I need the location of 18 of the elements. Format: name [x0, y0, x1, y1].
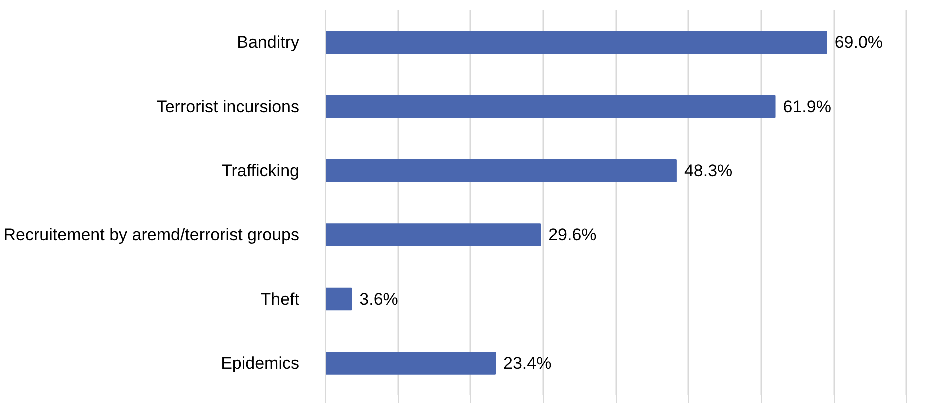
data-label: 61.9%: [783, 97, 832, 116]
y-tick-label: Recruitement by aremd/terrorist groups: [4, 226, 300, 245]
bar: [326, 288, 352, 311]
bar: [326, 31, 828, 54]
data-label: 69.0%: [834, 33, 884, 52]
y-tick-label: Banditry: [237, 33, 300, 52]
bar: [326, 160, 677, 182]
bar: [326, 352, 496, 375]
bar: [326, 95, 776, 118]
y-tick-label: Theft: [260, 290, 300, 309]
data-label: 3.6%: [360, 290, 398, 309]
data-label: 48.3%: [684, 161, 733, 180]
y-tick-label: Epidemics: [221, 354, 300, 373]
y-tick-label: Trafficking: [222, 161, 300, 180]
y-tick-label: Terrorist incursions: [156, 97, 300, 116]
bar: [326, 224, 542, 246]
data-label: 23.4%: [504, 354, 552, 373]
data-label: 29.6%: [548, 226, 597, 245]
